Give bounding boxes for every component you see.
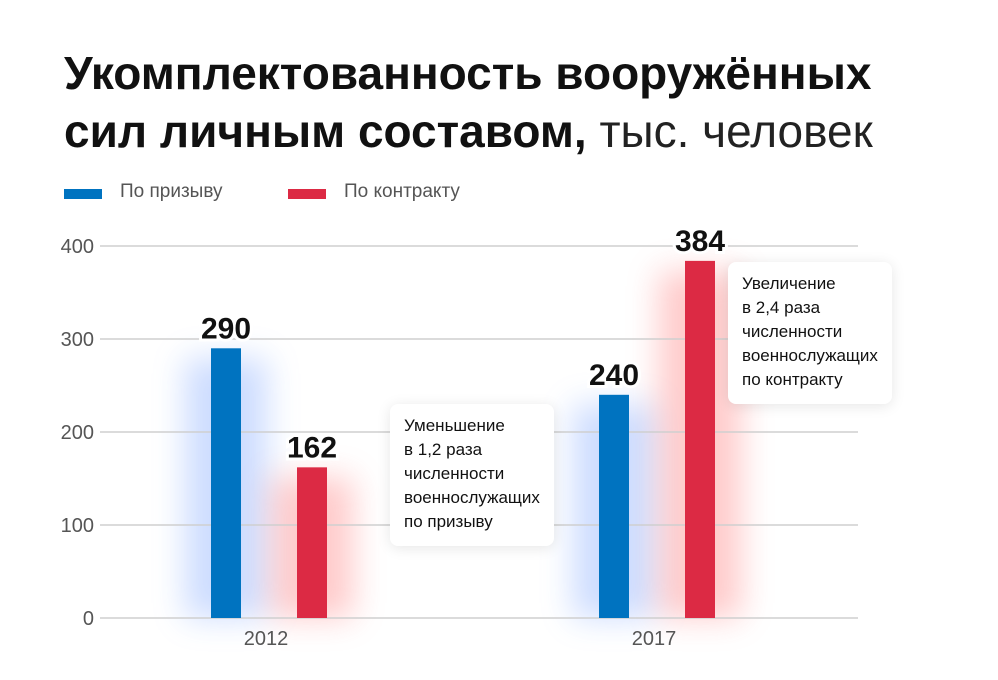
- data-label: 290: [201, 312, 251, 345]
- y-tick-label: 200: [61, 422, 94, 444]
- annotation-line: в 1,2 раза: [404, 440, 483, 459]
- annotation-line: по призыву: [404, 512, 493, 531]
- annotation-conscription-decrease: Уменьшение в 1,2 раза численности военно…: [390, 404, 554, 546]
- y-tick-label: 300: [61, 329, 94, 351]
- data-label: 240: [589, 359, 639, 392]
- legend-swatch-conscription: [64, 189, 102, 199]
- y-tick-label: 0: [83, 608, 94, 630]
- chart-title-unit: тыс. человек: [599, 105, 873, 157]
- annotation-line: военнослужащих: [742, 346, 878, 365]
- bar-conscription-2012: [211, 348, 241, 618]
- chart-title-main: Укомплектованность вооружённых сил личны…: [64, 47, 872, 157]
- legend-label-conscription: По призыву: [120, 181, 223, 202]
- x-tick-label: 2017: [632, 628, 677, 650]
- bar-contract-2017: [685, 260, 715, 618]
- annotation-line: по контракту: [742, 370, 843, 389]
- annotation-line: Уменьшение: [404, 416, 505, 435]
- y-tick-label: 100: [61, 515, 94, 537]
- y-tick-label: 400: [61, 236, 94, 258]
- data-label: 384: [675, 225, 725, 258]
- annotation-line: численности: [404, 464, 505, 483]
- x-tick-label: 2012: [244, 628, 289, 650]
- legend-swatch-contract: [288, 189, 326, 199]
- legend-label-contract: По контракту: [344, 181, 460, 202]
- annotation-line: в 2,4 раза: [742, 298, 821, 317]
- annotation-contract-increase: Увеличение в 2,4 раза численности военно…: [728, 262, 892, 404]
- annotation-line: Увеличение: [742, 274, 836, 293]
- annotation-line: численности: [742, 322, 843, 341]
- bar-contract-2012: [297, 467, 327, 618]
- bar-conscription-2017: [599, 394, 629, 618]
- annotation-line: военнослужащих: [404, 488, 540, 507]
- data-label: 162: [287, 431, 337, 464]
- chart-title: Укомплектованность вооружённых сил личны…: [64, 44, 964, 160]
